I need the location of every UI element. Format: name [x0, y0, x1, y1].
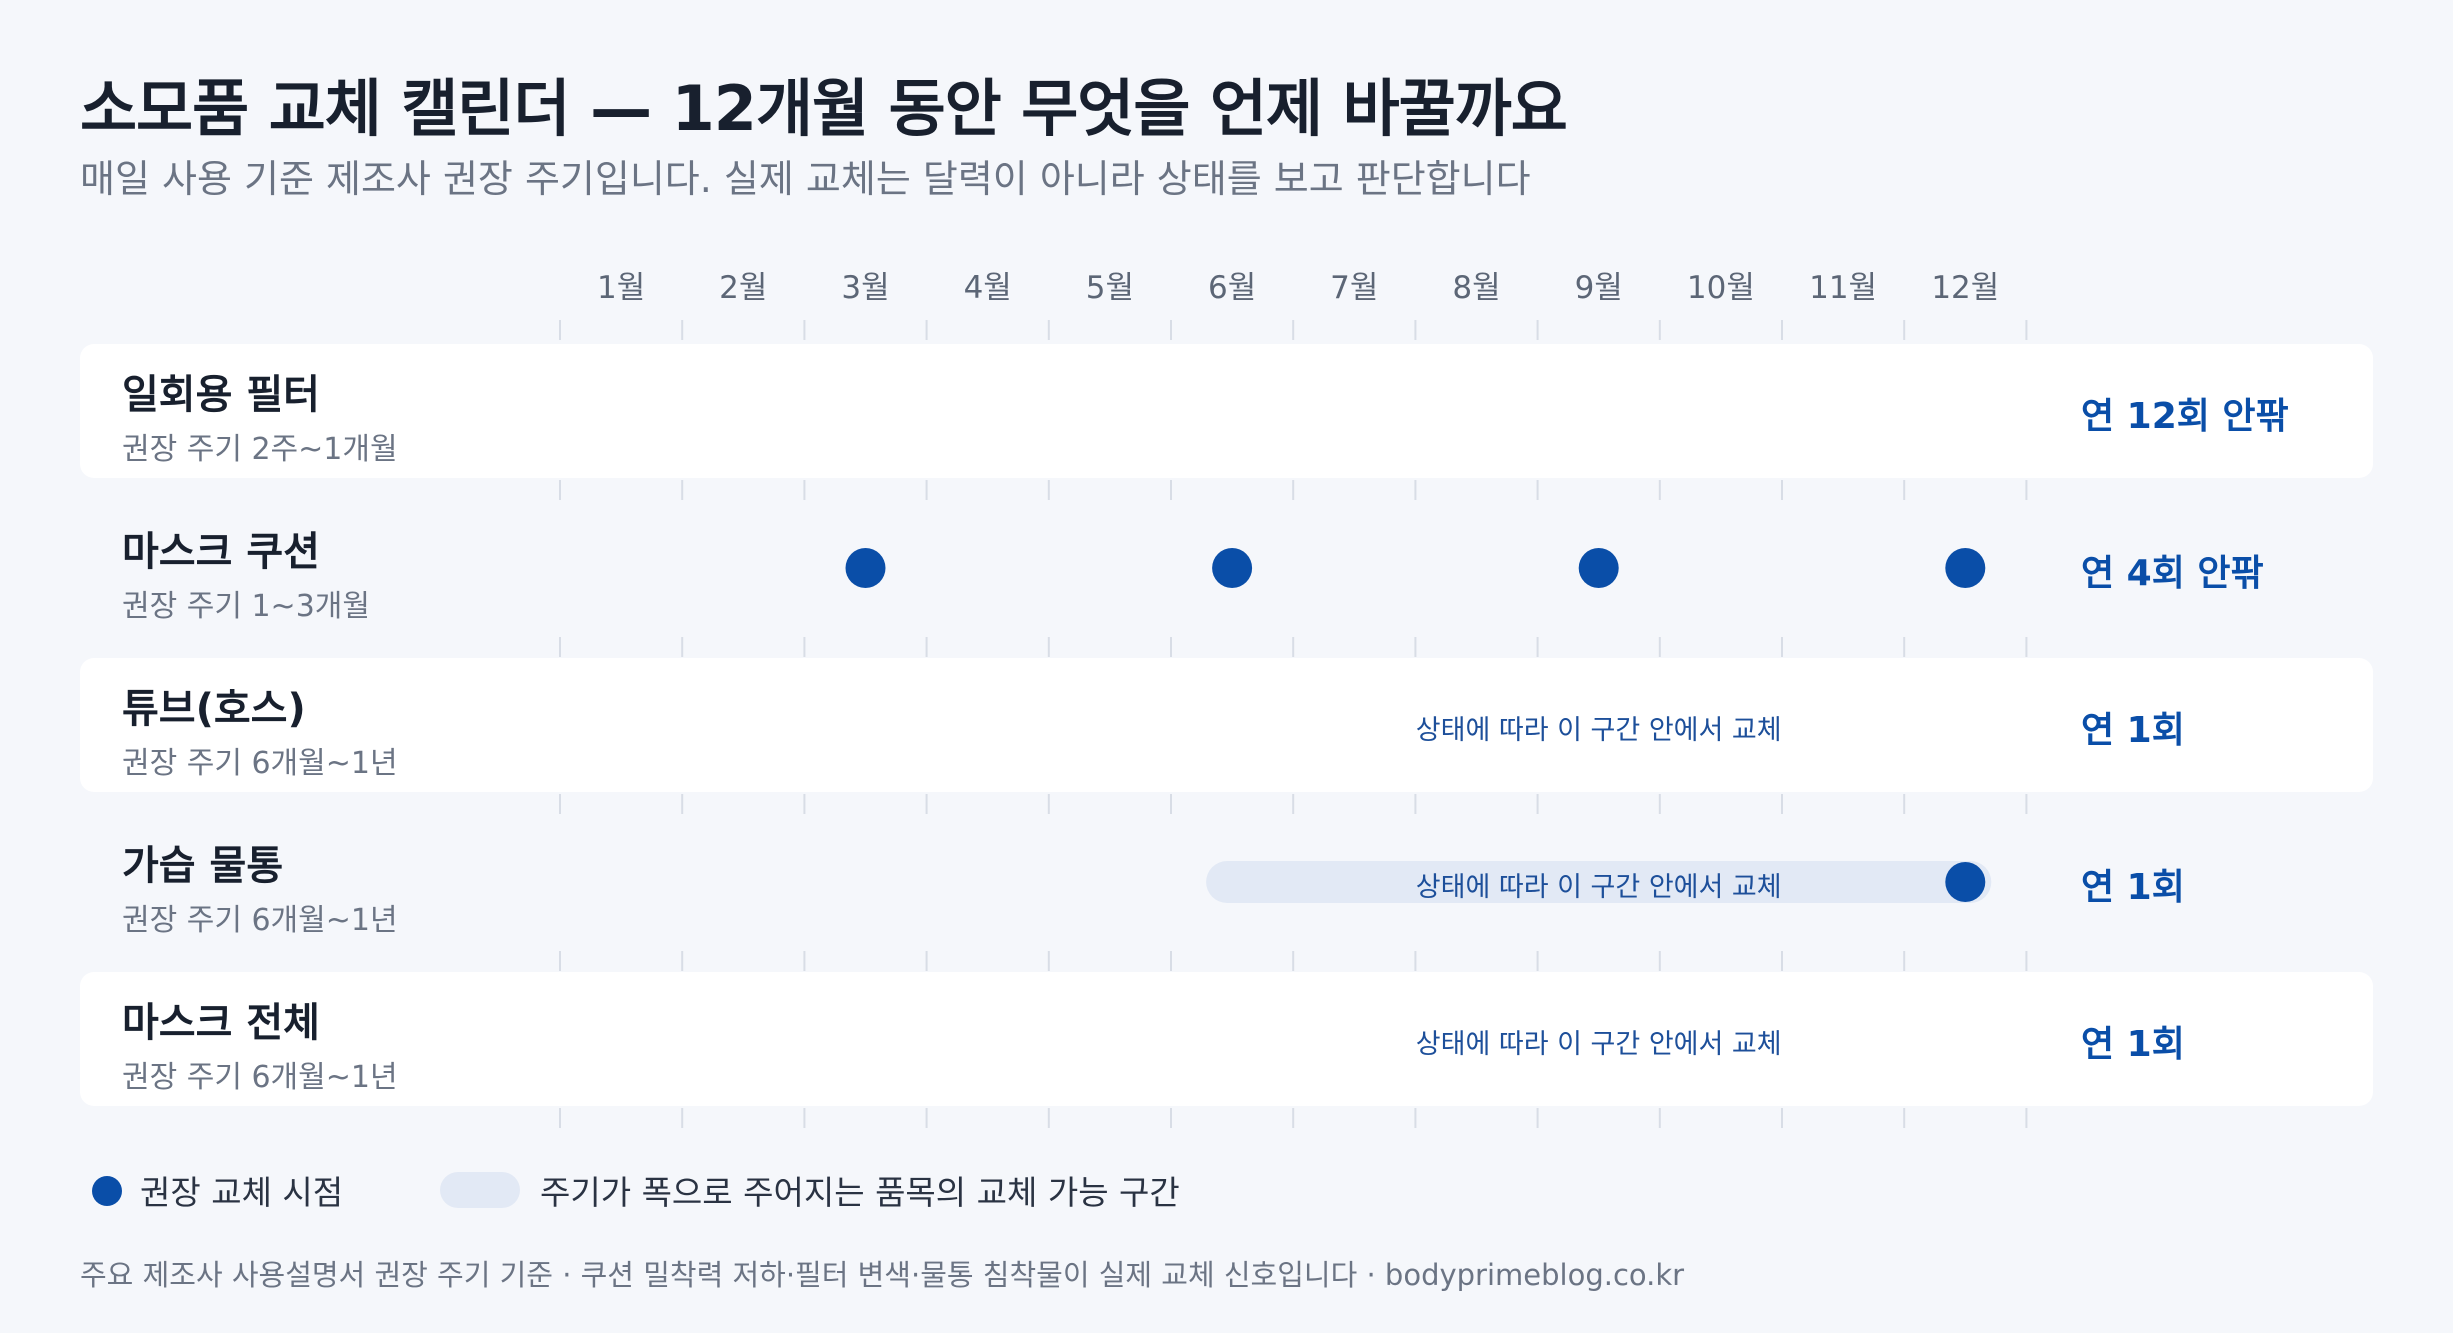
month-label: 6월 [1207, 270, 1257, 306]
replacement-point [1945, 548, 1986, 588]
row-item-period: 권장 주기 1~3개월 [122, 589, 370, 624]
month-label: 3월 [841, 270, 890, 306]
month-label: 4월 [963, 270, 1012, 306]
month-label: 10월 [1686, 270, 1755, 306]
row-card [80, 658, 2373, 792]
row-item-period: 권장 주기 2주~1개월 [122, 432, 398, 467]
page-title: 소모품 교체 캘린더 — 12개월 동안 무엇을 언제 바꿀까요 [80, 72, 1568, 145]
month-label: 12월 [1931, 270, 2000, 306]
row-item-period: 권장 주기 6개월~1년 [122, 903, 398, 938]
row-card [80, 972, 2373, 1106]
row-annual-count: 연 4회 안팎 [2081, 553, 2264, 594]
row-item-name: 일회용 필터 [122, 372, 320, 418]
month-label: 8월 [1452, 270, 1501, 306]
replacement-range-label: 상태에 따라 이 구간 안에서 교체 [1415, 715, 1782, 746]
row-item-period: 권장 주기 6개월~1년 [122, 746, 398, 781]
row-annual-count: 연 12회 안팎 [2081, 396, 2289, 437]
replacement-point [1578, 548, 1619, 588]
row-item-name: 가습 물통 [122, 843, 284, 889]
legend-range-label: 주기가 폭으로 주어지는 품목의 교체 가능 구간 [540, 1173, 1180, 1212]
legend-dot-label: 권장 교체 시점 [140, 1173, 344, 1212]
row-item-period: 권장 주기 6개월~1년 [122, 1060, 398, 1095]
page-subtitle: 매일 사용 기준 제조사 권장 주기입니다. 실제 교체는 달력이 아니라 상태… [80, 157, 1531, 201]
month-label: 2월 [719, 270, 768, 306]
row-item-name: 마스크 쿠션 [122, 529, 320, 575]
month-label: 5월 [1085, 270, 1135, 306]
row-card [80, 344, 2373, 478]
footnote: 주요 제조사 사용설명서 권장 주기 기준 · 쿠션 밀착력 저하·필터 변색·… [80, 1258, 1685, 1292]
replacement-point [845, 548, 886, 588]
row-item-name: 마스크 전체 [122, 1000, 320, 1046]
replacement-range-label: 상태에 따라 이 구간 안에서 교체 [1415, 1029, 1782, 1060]
legend-dot-marker [92, 1176, 122, 1206]
month-label: 1월 [596, 270, 646, 306]
legend-range-marker [440, 1172, 520, 1208]
replacement-point [1945, 862, 1986, 902]
row-annual-count: 연 1회 [2081, 1024, 2185, 1065]
row-annual-count: 연 1회 [2081, 710, 2185, 751]
month-label: 7월 [1330, 270, 1379, 306]
month-label: 9월 [1574, 270, 1623, 306]
row-annual-count: 연 1회 [2081, 867, 2185, 908]
replacement-point [1212, 548, 1253, 588]
row-item-name: 튜브(호스) [122, 686, 306, 732]
month-label: 11월 [1809, 270, 1878, 306]
replacement-range-bar [1206, 861, 1992, 903]
replacement-range-label: 상태에 따라 이 구간 안에서 교체 [1415, 872, 1782, 903]
